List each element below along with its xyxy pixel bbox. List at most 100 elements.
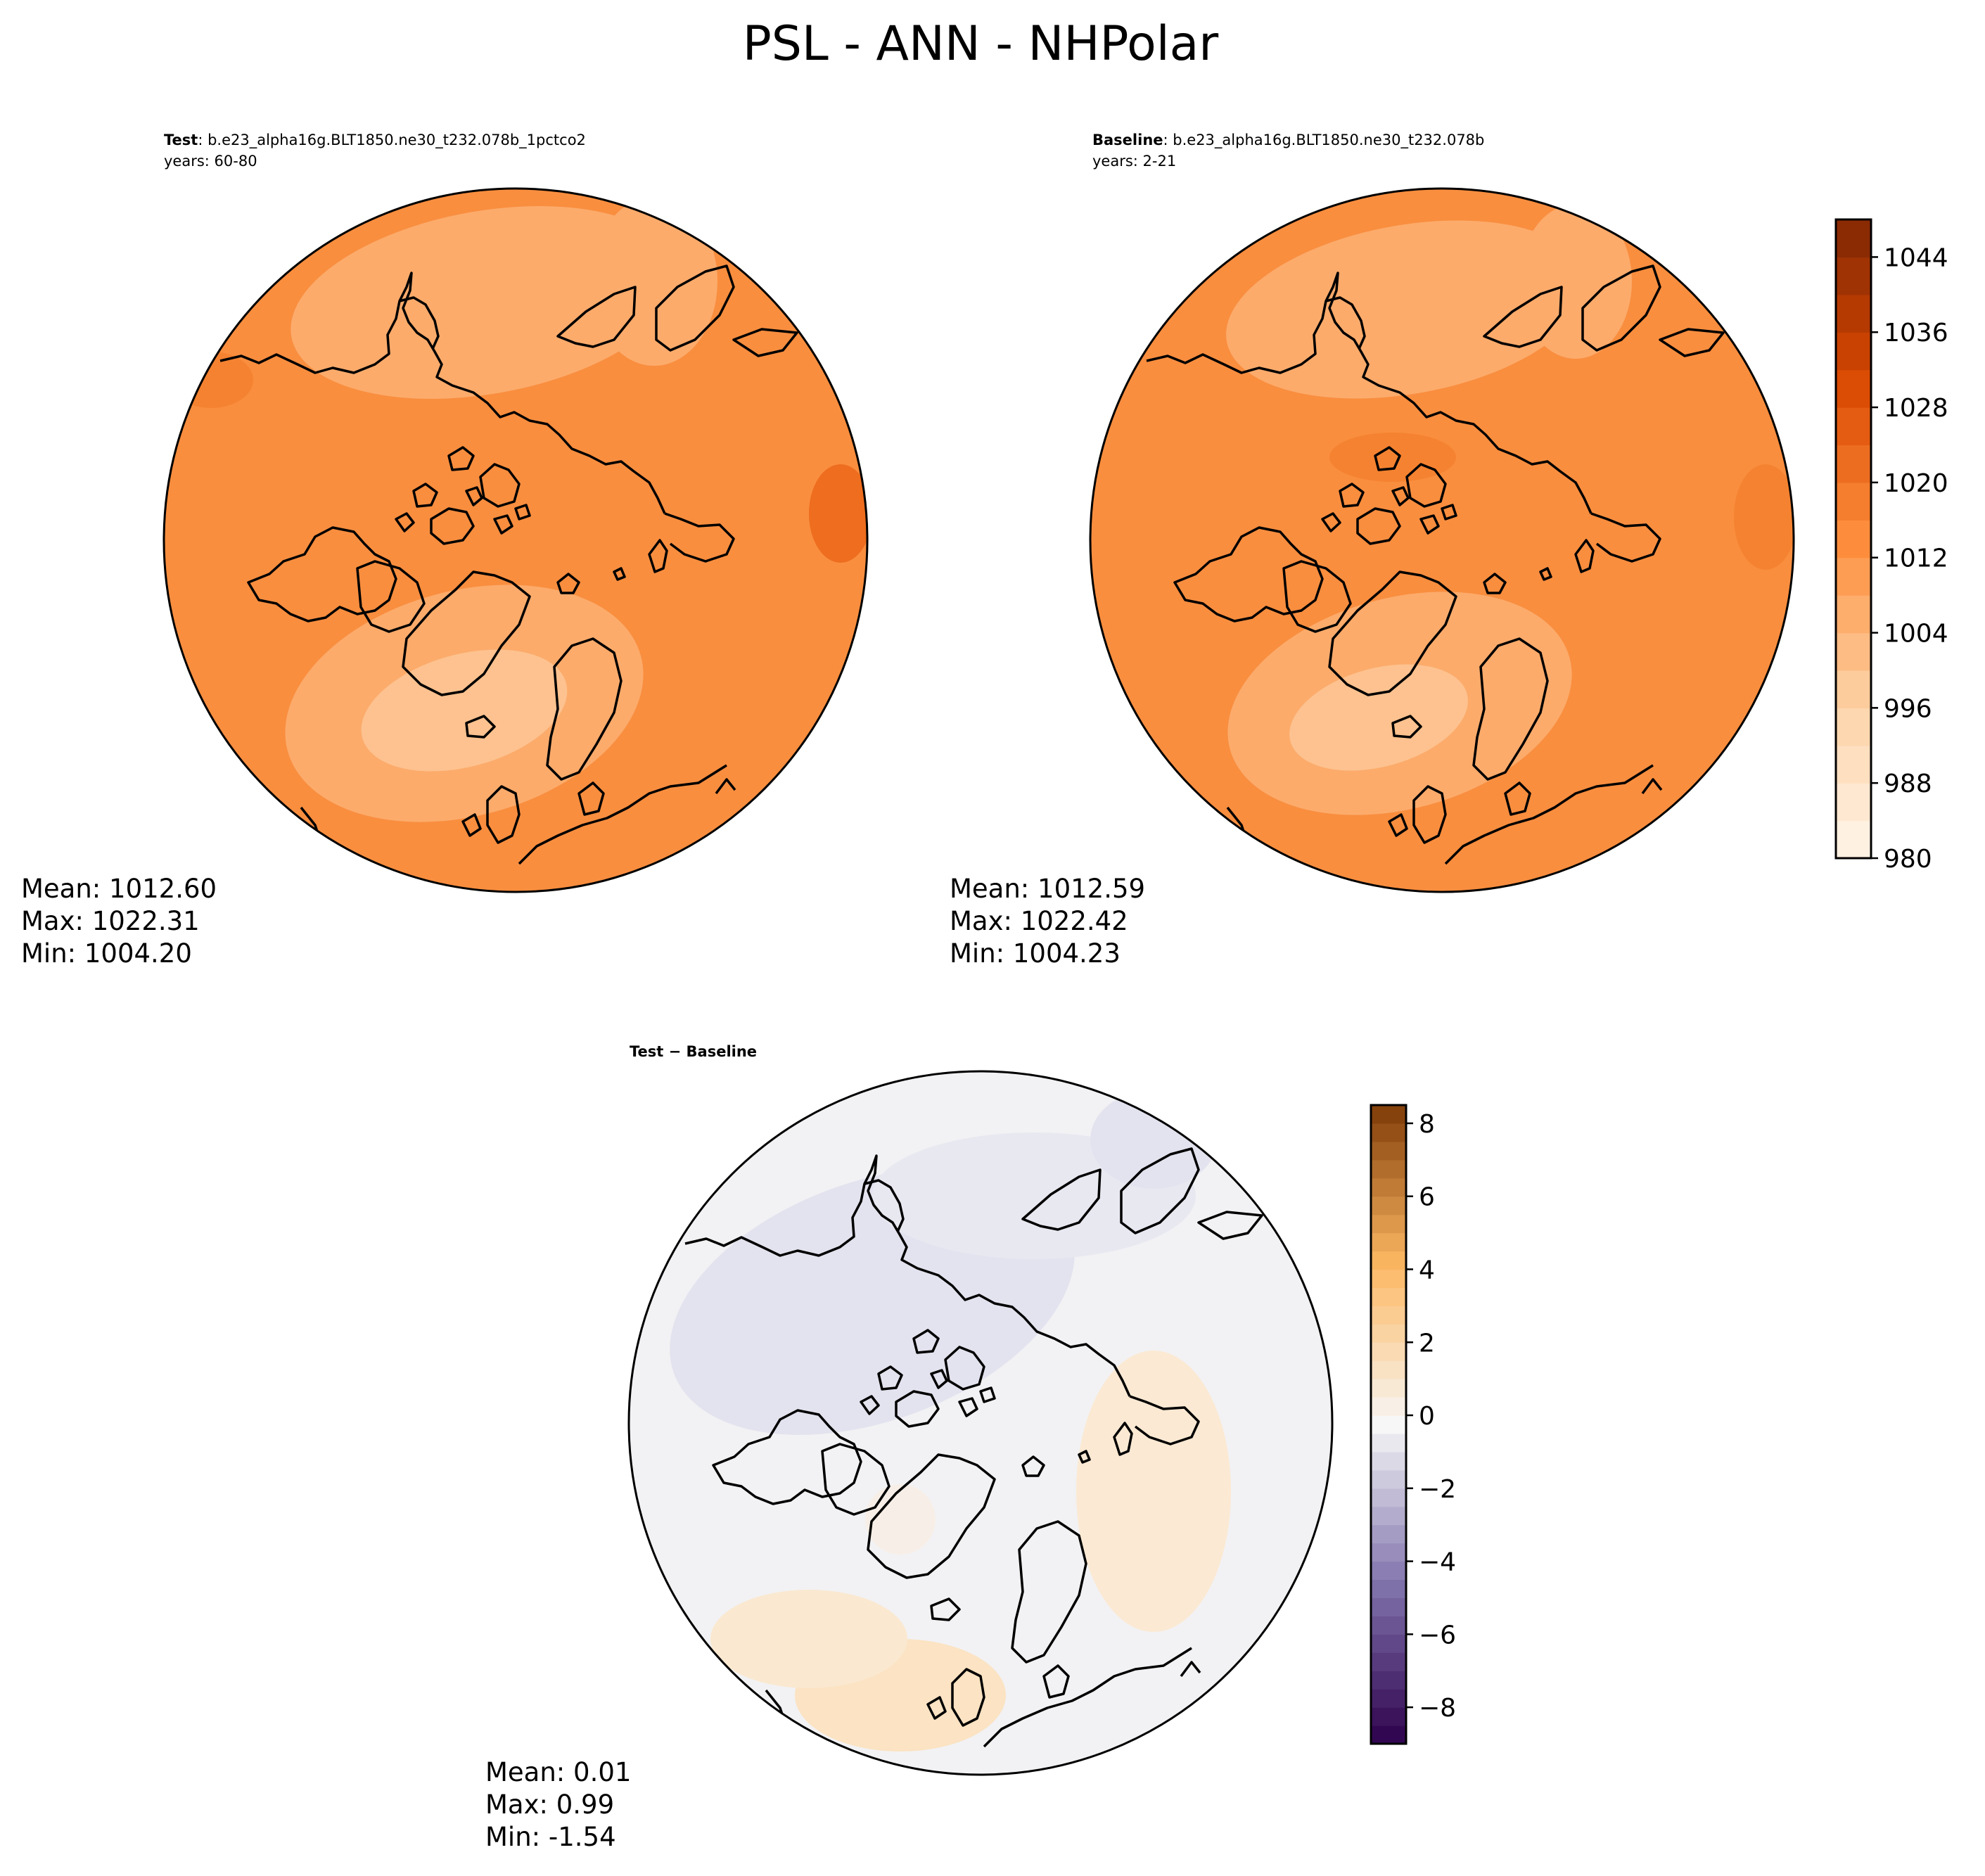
colorbar-level — [1836, 369, 1871, 408]
baseline-mean: Mean: 1012.59 — [950, 874, 1145, 904]
baseline-label: Baseline — [1092, 132, 1163, 148]
colorbar-level — [1371, 1524, 1406, 1544]
colorbar-psl: 980 988 996 1004 1012 1020 1028 1036 1044 — [1834, 218, 1948, 874]
colorbar-level — [1836, 595, 1871, 634]
colorbar-tick-label: 1004 — [1884, 620, 1948, 649]
colorbar-frame — [1834, 218, 1872, 860]
panel-diff: Test − Baseline Mean: 0.01 Max: 0.99 Min… — [485, 1043, 1334, 1852]
baseline-subtitle: Baseline: b.e23_alpha16g.BLT1850.ne30_t2… — [1092, 132, 1484, 149]
colorbar-tick-label: 2 — [1419, 1329, 1435, 1358]
diff-mean: Mean: 0.01 — [485, 1757, 631, 1787]
test-map — [164, 189, 867, 892]
colorbar-level — [1836, 482, 1871, 521]
colorbar-level — [1371, 1141, 1406, 1161]
baseline-case: : b.e23_alpha16g.BLT1850.ne30_t232.078b — [1163, 132, 1485, 149]
colorbar-tick-label: 1036 — [1884, 319, 1948, 347]
panel-test: Test: b.e23_alpha16g.BLT1850.ne30_t232.0… — [21, 132, 869, 969]
colorbar-level — [1371, 1543, 1406, 1562]
colorbar-level — [1371, 1178, 1406, 1197]
colorbar-level — [1371, 1306, 1406, 1325]
colorbar-level — [1371, 1342, 1406, 1361]
colorbar-diff: −8 −6 −4 −2 0 2 4 6 8 — [1370, 1104, 1456, 1745]
colorbar-level — [1371, 1415, 1406, 1434]
colorbar-level — [1371, 1232, 1406, 1252]
test-case: : b.e23_alpha16g.BLT1850.ne30_t232.078b_… — [198, 132, 586, 149]
colorbar-level — [1836, 708, 1871, 746]
colorbar-level — [1836, 632, 1871, 671]
colorbar-level — [1836, 294, 1871, 333]
colorbar-tick-label: 1028 — [1884, 394, 1948, 423]
colorbar-tick-label: 1020 — [1884, 469, 1948, 498]
colorbar-level — [1836, 783, 1871, 822]
colorbar-level — [1371, 1214, 1406, 1234]
colorbar-level — [1836, 445, 1871, 483]
diff-map-frame — [627, 1070, 1334, 1776]
colorbar-tick-label: −8 — [1419, 1694, 1456, 1723]
colorbar-level — [1371, 1616, 1406, 1635]
colorbar-tick-label: −4 — [1419, 1548, 1456, 1577]
baseline-max: Max: 1022.42 — [950, 906, 1128, 936]
colorbar-tick-label: 6 — [1419, 1183, 1435, 1212]
colorbar-tick-label: 996 — [1884, 694, 1932, 723]
colorbar-tick-label: −6 — [1419, 1621, 1456, 1650]
colorbar-level — [1371, 1360, 1406, 1379]
diff-max: Max: 0.99 — [485, 1789, 614, 1820]
colorbar-level — [1371, 1287, 1406, 1306]
colorbar-tick-label: −2 — [1419, 1475, 1456, 1504]
panel-baseline: Baseline: b.e23_alpha16g.BLT1850.ne30_t2… — [950, 132, 1795, 969]
test-subtitle: Test: b.e23_alpha16g.BLT1850.ne30_t232.0… — [164, 132, 586, 149]
colorbar-tick-label: 1012 — [1884, 544, 1948, 573]
colorbar-level — [1371, 1707, 1406, 1726]
colorbar-tick-label: 1044 — [1884, 243, 1948, 272]
colorbar-level — [1371, 1433, 1406, 1453]
colorbar-level — [1371, 1324, 1406, 1343]
colorbar-level — [1371, 1725, 1406, 1744]
colorbar-level — [1371, 1469, 1406, 1489]
colorbar-level — [1836, 407, 1871, 446]
test-map-frame — [162, 187, 869, 893]
colorbar-level — [1371, 1689, 1406, 1708]
baseline-map-frame — [1089, 187, 1795, 893]
colorbar-level — [1836, 670, 1871, 708]
diff-min: Min: -1.54 — [485, 1822, 616, 1852]
colorbar-level — [1836, 257, 1871, 295]
colorbar-level — [1371, 1579, 1406, 1599]
test-label: Test — [164, 132, 198, 148]
colorbar-tick-label: 8 — [1419, 1110, 1435, 1139]
colorbar-level — [1371, 1451, 1406, 1471]
colorbar-level — [1836, 219, 1871, 258]
colorbar-level — [1836, 332, 1871, 371]
colorbar-level — [1371, 1269, 1406, 1289]
baseline-years: years: 2-21 — [1092, 153, 1176, 170]
colorbar-tick-label: 4 — [1419, 1256, 1435, 1284]
colorbar-level — [1371, 1123, 1406, 1142]
test-years: years: 60-80 — [164, 153, 257, 170]
colorbar-level — [1836, 520, 1871, 559]
colorbar-level — [1371, 1488, 1406, 1507]
test-mean: Mean: 1012.60 — [21, 874, 217, 904]
colorbar-level — [1371, 1597, 1406, 1616]
colorbar-level — [1371, 1105, 1406, 1124]
colorbar-frame — [1370, 1104, 1408, 1745]
colorbar-level — [1371, 1506, 1406, 1526]
colorbar-level — [1371, 1251, 1406, 1270]
baseline-map — [1090, 189, 1794, 892]
colorbar-tick-label: 988 — [1884, 770, 1932, 798]
colorbar-tick-label: 980 — [1884, 845, 1932, 874]
test-min: Min: 1004.20 — [21, 938, 192, 969]
colorbar-level — [1836, 745, 1871, 784]
colorbar-level — [1371, 1561, 1406, 1581]
colorbar-tick-label: 0 — [1419, 1402, 1435, 1431]
colorbar-level — [1371, 1196, 1406, 1215]
figure-title: PSL - ANN - NHPolar — [743, 16, 1219, 72]
colorbar-level — [1836, 820, 1871, 859]
colorbar-level — [1371, 1159, 1406, 1179]
baseline-min: Min: 1004.23 — [950, 938, 1121, 969]
colorbar-level — [1371, 1379, 1406, 1398]
diff-subtitle: Test − Baseline — [630, 1043, 757, 1060]
colorbar-level — [1836, 557, 1871, 596]
colorbar-level — [1371, 1634, 1406, 1653]
test-max: Max: 1022.31 — [21, 906, 200, 936]
diff-map — [629, 1071, 1332, 1775]
